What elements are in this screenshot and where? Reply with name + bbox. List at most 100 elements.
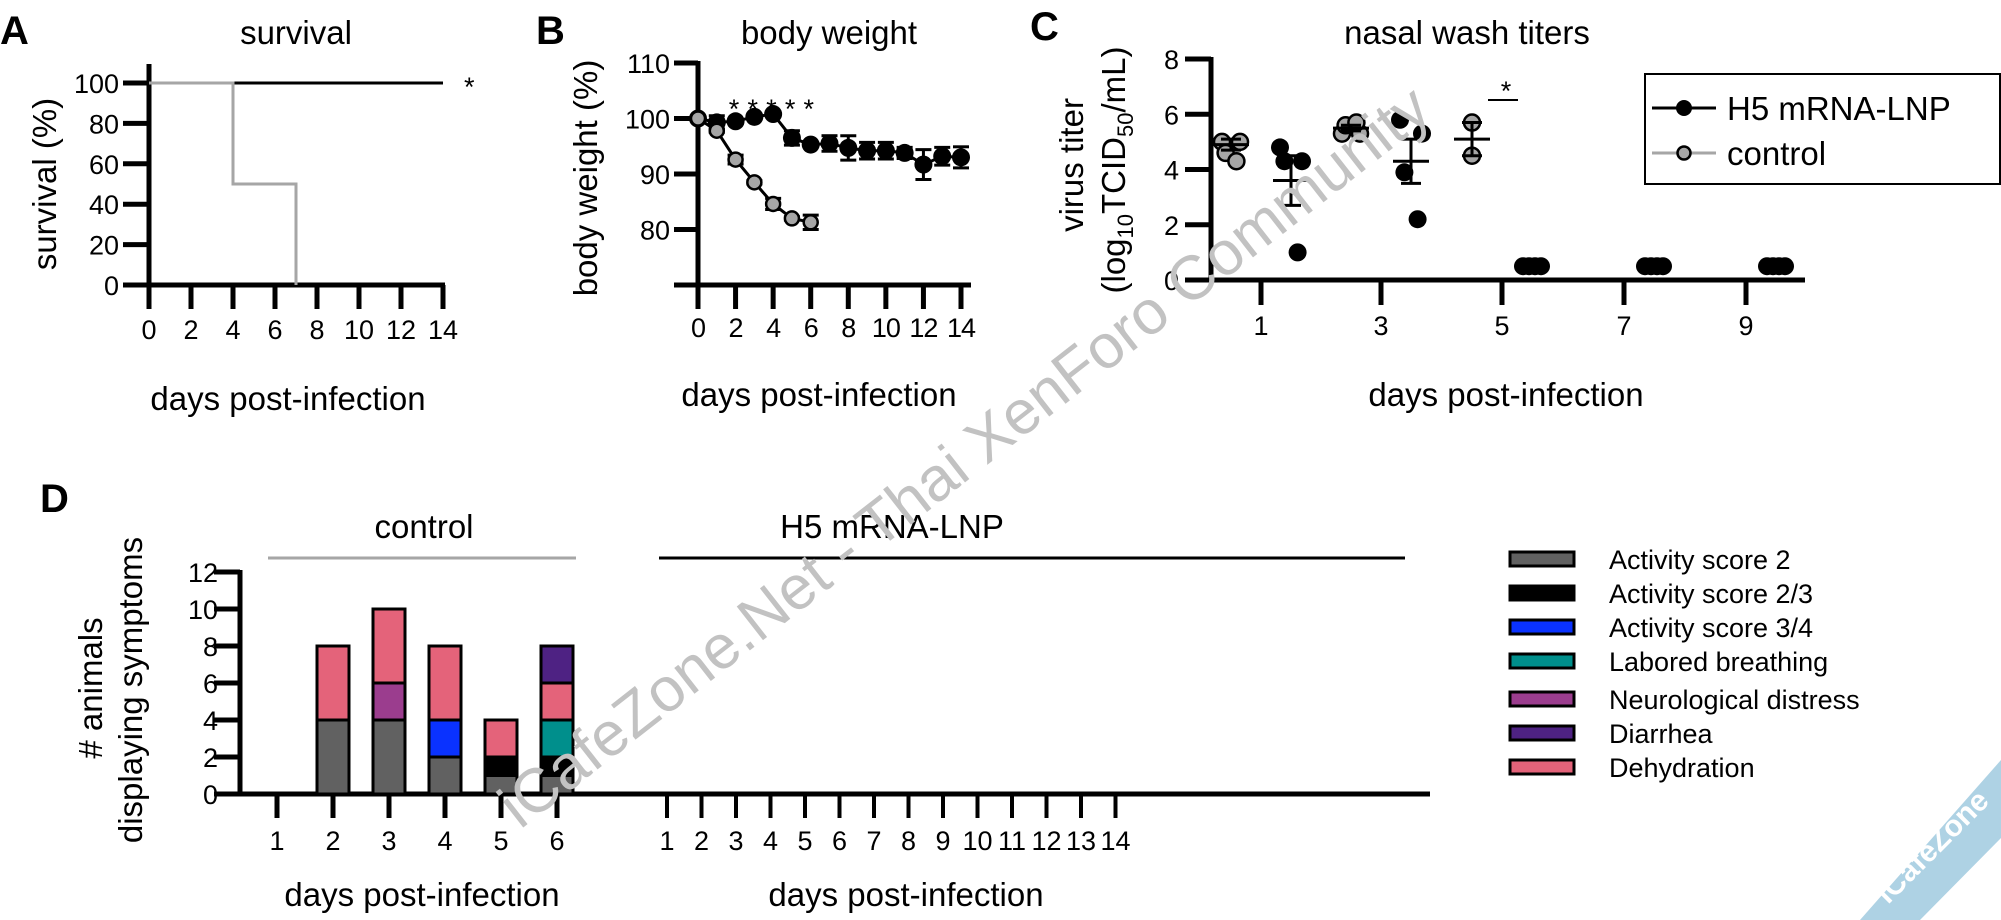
panel-b-point-h5 — [764, 105, 783, 124]
panel-c-point-h5 — [1654, 257, 1672, 276]
watermark-corner-band — [1860, 760, 2001, 920]
panel-c-point-h5 — [1532, 257, 1550, 276]
panel-d-xlabel-h5: days post-infection — [768, 876, 1043, 913]
panel-b-significance-star: * — [747, 94, 758, 124]
panel-b-point-h5 — [801, 135, 820, 154]
panel-c-point-h5 — [1271, 138, 1289, 157]
legend-marker-control — [1676, 145, 1692, 161]
panel-d-legend-label: Labored breathing — [1609, 647, 1828, 677]
panel-b-y-tick-label: 100 — [625, 105, 670, 135]
panel-d-group-control-label: control — [374, 508, 473, 545]
panel-b-body-weight-chart: body weight days post-infection body wei… — [567, 14, 977, 413]
panel-a-series-control — [149, 81, 298, 285]
panel-d-y-tick-label: 0 — [203, 780, 218, 810]
panel-c-x-tick-label: 5 — [1494, 311, 1509, 341]
panel-d-legend-label: Neurological distress — [1609, 685, 1860, 715]
panel-d-h5-x-tick-label: 7 — [866, 826, 881, 856]
panel-d-group-h5-label: H5 mRNA-LNP — [780, 508, 1004, 545]
panel-b-x-tick-label: 12 — [909, 313, 937, 343]
panel-c-y-tick-label: 6 — [1164, 100, 1179, 130]
panel-b-significance-star: * — [766, 94, 777, 124]
panel-b-point-h5 — [745, 107, 764, 126]
legend-label-h5: H5 mRNA-LNP — [1727, 90, 1951, 127]
panel-d-legend-swatch — [1508, 550, 1576, 568]
panel-d-bar-segment — [371, 607, 407, 685]
panel-d-legend-label: Activity score 3/4 — [1609, 613, 1813, 643]
panel-c-ylabel-line1: virus titer — [1053, 98, 1090, 232]
panel-d-bar-segment — [539, 718, 575, 759]
panel-b-point-control — [746, 174, 763, 191]
panel-a-x-tick-label: 6 — [267, 315, 282, 345]
panel-letter-a: A — [0, 9, 29, 53]
panel-b-point-h5 — [933, 147, 952, 166]
panel-d-y-tick-label: 12 — [188, 558, 218, 588]
panel-d-legend-swatch — [1508, 690, 1576, 708]
panel-c-point-h5 — [1288, 243, 1307, 262]
panel-a-significance-star: * — [464, 72, 475, 102]
panel-b-x-tick-label: 10 — [872, 313, 900, 343]
panel-a-title: survival — [240, 14, 352, 51]
panel-c-mean-sem-h5 — [1273, 154, 1309, 207]
panel-d-ylabel-line1: # animals — [72, 617, 109, 758]
panel-b-x-tick-label: 2 — [729, 313, 743, 343]
panel-d-legend-swatch — [1508, 724, 1576, 742]
panel-d-control-x-tick-label: 5 — [493, 826, 508, 856]
panel-c-point-h5 — [1391, 110, 1409, 129]
panel-b-x-tick-label: 14 — [947, 313, 976, 343]
panel-b-point-h5 — [952, 148, 970, 167]
panel-c-y-tick-label: 0 — [1164, 266, 1179, 296]
panel-d-h5-x-tick-label: 11 — [998, 826, 1026, 856]
panel-c-mean-sem-control — [1333, 123, 1369, 133]
panel-b-significance-star: * — [804, 94, 815, 124]
panel-a-y-tick-label: 0 — [104, 271, 119, 301]
panel-d-symptoms-chart: # animals displaying symptoms control H5… — [72, 508, 1860, 913]
panel-a-y-tick-label: 40 — [89, 190, 119, 220]
panel-a-y-tick-label: 20 — [89, 231, 119, 261]
panel-d-bar-segment — [427, 755, 463, 796]
panel-d-bar-segment — [539, 644, 575, 685]
panel-b-point-h5 — [914, 155, 933, 174]
panel-b-xlabel: days post-infection — [681, 376, 956, 413]
panel-b-point-control — [708, 122, 726, 139]
panel-b-point-control — [783, 210, 801, 227]
panel-b-point-control — [764, 195, 782, 213]
panel-d-h5-x-tick-label: 5 — [797, 826, 812, 856]
panel-b-point-h5 — [782, 128, 801, 147]
panel-b-point-h5 — [839, 138, 858, 157]
panel-c-ylabel-line2: (log10TCID50/mL) — [1095, 47, 1138, 294]
panel-b-significance-star: * — [729, 94, 740, 124]
panel-d-bar-segment — [427, 644, 463, 722]
panel-d-h5-x-tick-label: 4 — [763, 826, 778, 856]
panel-b-point-h5 — [895, 143, 914, 162]
panel-d-legend-swatch — [1508, 758, 1576, 776]
panel-d-bar-segment — [315, 718, 351, 796]
panel-d-bar-segment — [539, 681, 575, 722]
panel-c-y-tick-label: 2 — [1164, 211, 1179, 241]
panel-a-y-tick-label: 80 — [89, 109, 119, 139]
panel-b-point-control — [689, 110, 707, 127]
panel-b-title: body weight — [741, 14, 917, 51]
panel-d-legend-swatch — [1508, 584, 1576, 602]
panel-c-point-h5 — [1776, 257, 1794, 276]
panel-a-x-tick-label: 0 — [141, 315, 156, 345]
panel-c-point-h5 — [1395, 163, 1414, 182]
panel-c-point-control — [1230, 132, 1250, 152]
panel-c-x-tick-label: 7 — [1616, 311, 1631, 341]
panel-b-x-tick-label: 0 — [691, 313, 705, 343]
panel-d-ylabel-line2: displaying symptoms — [112, 537, 149, 843]
panel-d-bar-segment — [427, 718, 463, 759]
panel-b-point-h5 — [820, 134, 839, 153]
panel-a-x-tick-label: 10 — [344, 315, 374, 345]
panel-a-survival-chart: survival days post-infection survival (%… — [26, 14, 475, 417]
panel-d-y-tick-label: 2 — [203, 743, 218, 773]
panel-a-y-tick-label: 100 — [74, 69, 119, 99]
panel-c-significance-star: * — [1501, 76, 1512, 106]
panel-d-xlabel-control: days post-infection — [284, 876, 559, 913]
panel-b-point-control — [802, 214, 819, 231]
panel-c-point-h5 — [1408, 210, 1427, 229]
legend-box — [1644, 73, 2001, 185]
panel-d-control-x-tick-label: 6 — [549, 826, 564, 856]
panel-d-control-x-tick-label: 2 — [325, 826, 340, 856]
panel-d-y-tick-label: 10 — [188, 595, 218, 625]
